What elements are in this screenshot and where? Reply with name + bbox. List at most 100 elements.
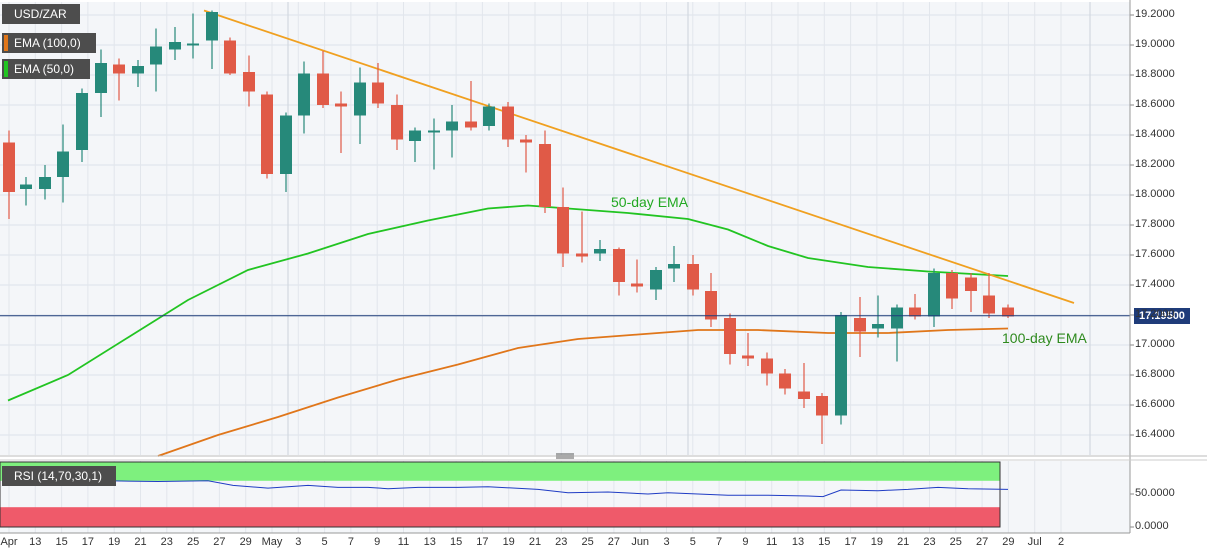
candle-up xyxy=(39,177,51,189)
legend-ema100[interactable]: EMA (100,0) xyxy=(2,33,96,53)
x-tick-label: 29 xyxy=(1002,536,1015,548)
x-tick-label: 23 xyxy=(555,536,568,548)
legend-ema100-label: EMA (100,0) xyxy=(14,36,81,50)
candle-down xyxy=(798,391,810,399)
x-tick-label: 23 xyxy=(160,536,173,548)
x-tick-label: 25 xyxy=(581,536,594,548)
candle-up xyxy=(76,93,88,150)
legend-rsi[interactable]: RSI (14,70,30,1) xyxy=(2,466,116,486)
y-tick-label: 18.6000 xyxy=(1135,98,1175,110)
rsi-y-tick-label: 0.0000 xyxy=(1135,520,1169,532)
candle-down xyxy=(854,318,866,332)
x-tick-label: 13 xyxy=(791,536,805,548)
y-tick-label: 19.2000 xyxy=(1135,8,1175,20)
candle-up xyxy=(409,130,421,141)
candle-up xyxy=(280,115,292,174)
candle-down xyxy=(946,273,958,299)
candle-up xyxy=(428,130,440,133)
x-tick-label: 17 xyxy=(844,536,857,548)
x-tick-label: 2 xyxy=(1057,536,1065,548)
candles-layer xyxy=(3,10,1014,444)
x-tick-label: 21 xyxy=(528,536,542,548)
candle-down xyxy=(705,291,717,320)
candle-up xyxy=(668,264,680,269)
x-tick-label: 25 xyxy=(186,536,200,548)
candle-up xyxy=(594,249,606,254)
rsi-y-tick-label: 50.0000 xyxy=(1135,487,1175,499)
x-tick-label: 11 xyxy=(765,536,778,548)
candle-down xyxy=(983,295,995,314)
ema100-line xyxy=(157,327,1009,457)
x-tick-label: 21 xyxy=(897,536,910,548)
rsi-oversold-zone xyxy=(0,507,1000,527)
candle-down xyxy=(243,72,255,92)
candle-up xyxy=(928,273,940,317)
candle-down xyxy=(1002,307,1014,317)
ema50-layer xyxy=(7,204,1009,402)
x-tick-label: 7 xyxy=(347,536,354,548)
trendline xyxy=(203,9,1075,304)
x-tick-label: 25 xyxy=(949,536,962,548)
ema50-annotation: 50-day EMA xyxy=(611,194,689,210)
x-tick-label: 19 xyxy=(502,536,515,548)
candle-down xyxy=(224,40,236,74)
candle-down xyxy=(687,264,699,290)
x-tick-label: 17 xyxy=(81,536,95,548)
y-tick-label: 17.8000 xyxy=(1135,218,1175,230)
candle-up xyxy=(483,106,495,126)
grid-lines xyxy=(0,2,1134,533)
x-tick-label: 27 xyxy=(607,536,621,548)
x-tick-label: 29 xyxy=(239,536,252,548)
legend-symbol-label: USD/ZAR xyxy=(14,7,67,21)
candle-down xyxy=(909,307,921,317)
candle-down xyxy=(261,94,273,174)
candle-down xyxy=(520,139,532,143)
candle-down xyxy=(317,73,329,105)
x-tick-label: 13 xyxy=(29,536,42,548)
ema50-line xyxy=(7,204,1009,402)
x-tick-label: 3 xyxy=(295,536,302,548)
y-tick-label: 16.8000 xyxy=(1135,368,1175,380)
legend-rsi-label: RSI (14,70,30,1) xyxy=(14,469,103,483)
candle-down xyxy=(613,249,625,282)
candle-down xyxy=(465,121,477,128)
y-tick-label: 17.0000 xyxy=(1135,338,1175,350)
x-tick-label: 9 xyxy=(742,536,749,548)
y-tick-label: 16.4000 xyxy=(1135,428,1175,440)
candle-up xyxy=(650,270,662,290)
legend-symbol[interactable]: USD/ZAR xyxy=(2,4,80,24)
x-tick-label: 3 xyxy=(663,536,670,548)
candle-down xyxy=(539,144,551,207)
candle-up xyxy=(446,121,458,131)
y-tick-label: 17.2000 xyxy=(1135,308,1175,320)
ema100-annotation: 100-day EMA xyxy=(1002,330,1087,346)
x-tick-label: 13 xyxy=(423,536,436,548)
y-tick-label: 18.0000 xyxy=(1135,188,1175,200)
legend-ema50-label: EMA (50,0) xyxy=(14,62,75,76)
candle-down xyxy=(965,277,977,291)
rsi-overbought-zone xyxy=(0,462,1000,481)
candle-up xyxy=(187,43,199,46)
x-tick-label: 9 xyxy=(374,536,381,548)
candle-up xyxy=(206,12,218,41)
ema50-swatch-icon xyxy=(4,61,8,77)
x-tick-label: 15 xyxy=(55,536,68,548)
x-tick-label: 19 xyxy=(108,536,121,548)
x-tick-label: 17 xyxy=(476,536,489,548)
ema100-layer xyxy=(157,327,1009,457)
legend-ema50[interactable]: EMA (50,0) xyxy=(2,59,90,79)
candle-up xyxy=(132,66,144,74)
candle-up xyxy=(169,42,181,50)
y-tick-label: 18.4000 xyxy=(1135,128,1175,140)
x-tick-label: 15 xyxy=(449,536,463,548)
x-tick-label: 27 xyxy=(975,536,989,548)
candle-down xyxy=(631,283,643,287)
x-tick-label: Jul xyxy=(1027,536,1042,548)
x-tick-label: 27 xyxy=(213,536,226,548)
candle-up xyxy=(891,307,903,329)
candle-up xyxy=(20,184,32,189)
x-tick-label: 19 xyxy=(870,536,884,548)
x-tick-label: 5 xyxy=(689,536,696,548)
candle-up xyxy=(298,73,310,116)
